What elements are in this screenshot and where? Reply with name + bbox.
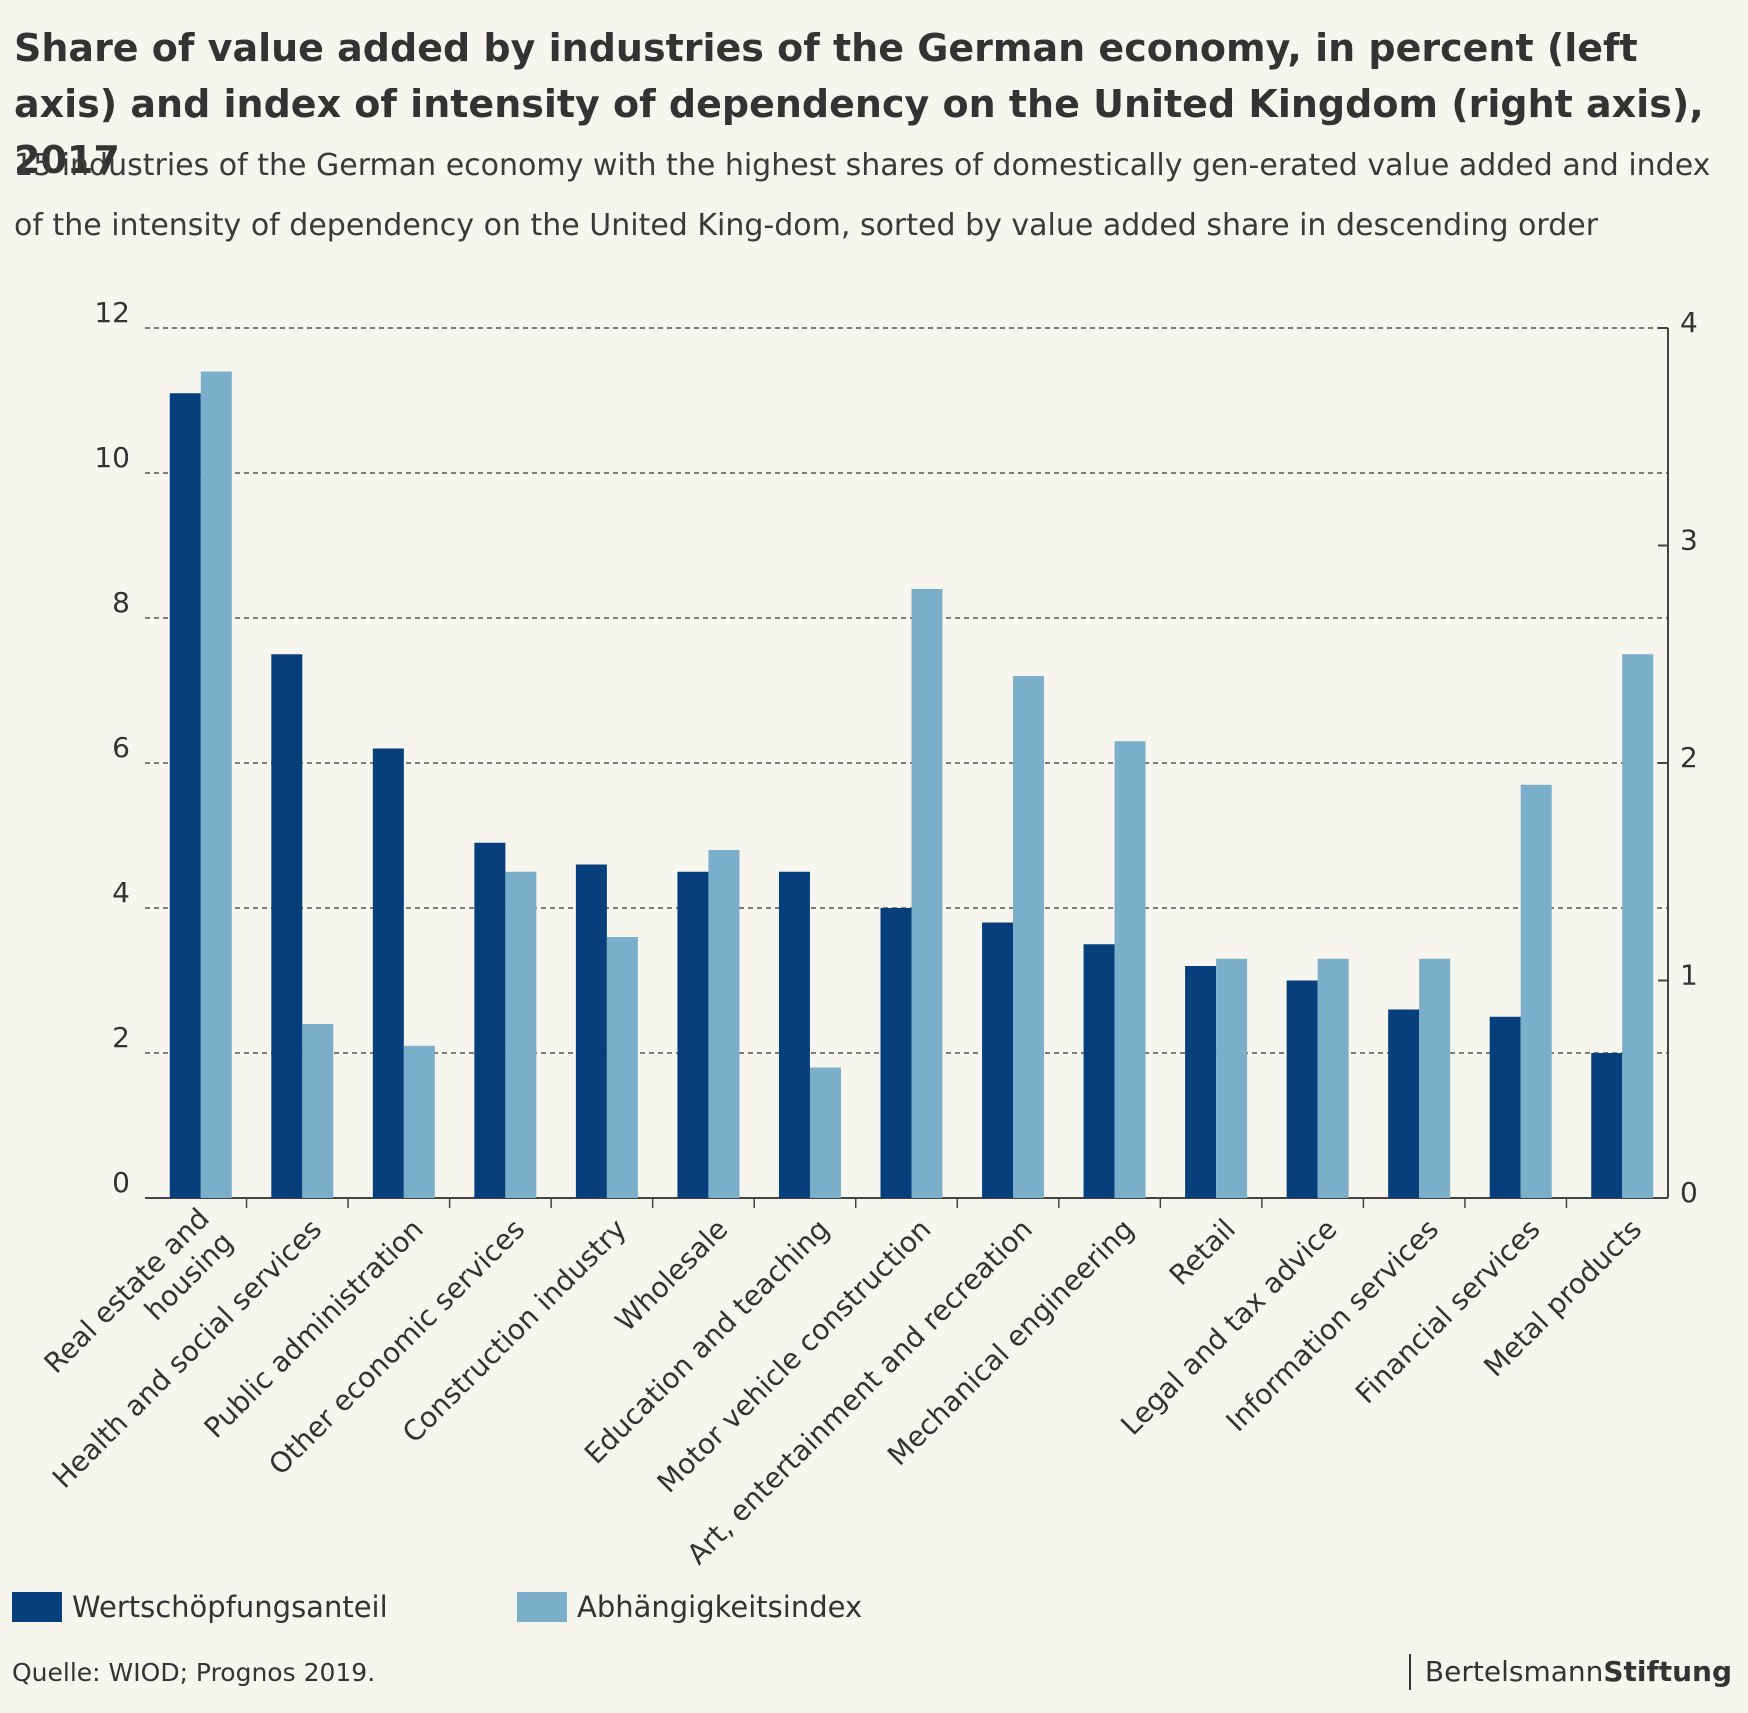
- bar-value-added: [1083, 944, 1115, 1198]
- bar-dependency-index: [403, 1045, 435, 1198]
- bar-value-added: [880, 908, 912, 1198]
- x-axis-category-label-line: Retail: [1163, 1213, 1242, 1292]
- left-axis-tick-label: 6: [112, 731, 130, 764]
- bar-dependency-index: [911, 589, 943, 1198]
- bertelsmann-logo: BertelsmannStiftung: [1408, 1654, 1732, 1690]
- bar-dependency-index: [200, 371, 232, 1198]
- left-axis-tick-label: 2: [112, 1021, 130, 1054]
- legend-item-dependency: Abhängigkeitsindex: [517, 1590, 862, 1624]
- bar-dependency-index: [302, 1024, 334, 1198]
- bar-value-added: [372, 748, 404, 1198]
- bar-value-added: [982, 922, 1014, 1198]
- right-axis-tick-label: 1: [1680, 959, 1698, 992]
- legend-label-value-added: Wertschöpfungsanteil: [72, 1590, 388, 1624]
- chart-title: Share of value added by industries of th…: [14, 26, 1704, 182]
- right-axis-tick-label: 4: [1680, 306, 1698, 339]
- legend-swatch-value-added: [12, 1592, 62, 1622]
- left-axis-tick-label: 0: [112, 1166, 130, 1199]
- bar-value-added: [1185, 966, 1217, 1198]
- logo-text-part1: Bertelsmann: [1424, 1655, 1604, 1688]
- legend-label-dependency: Abhängigkeitsindex: [577, 1590, 863, 1624]
- chart-subtitle: 15 industries of the German economy with…: [14, 148, 1711, 243]
- bar-value-added: [474, 842, 506, 1198]
- left-axis-tick-label: 12: [94, 296, 130, 329]
- source-note: Quelle: WIOD; Prognos 2019.: [12, 1658, 376, 1687]
- bar-dependency-index: [1520, 784, 1552, 1198]
- right-axis-tick-label: 0: [1680, 1176, 1698, 1209]
- bar-value-added: [271, 654, 303, 1198]
- x-axis-category-label: Retail: [1163, 1213, 1242, 1292]
- bar-value-added: [1286, 980, 1318, 1198]
- bar-dependency-index: [809, 1067, 841, 1198]
- bar-value-added: [778, 871, 810, 1198]
- bar-value-added: [677, 871, 709, 1198]
- bar-dependency-index: [1317, 958, 1349, 1198]
- legend-swatch-dependency: [517, 1592, 567, 1622]
- left-axis-tick-label: 10: [94, 441, 130, 474]
- bar-dependency-index: [1114, 741, 1146, 1198]
- bar-value-added: [575, 864, 607, 1198]
- legend-item-value-added: Wertschöpfungsanteil: [12, 1590, 388, 1624]
- x-axis-category-label: Financial services: [1349, 1213, 1547, 1411]
- left-axis-tick-label: 4: [112, 876, 130, 909]
- bar-value-added: [169, 393, 201, 1198]
- bar-value-added: [1388, 1009, 1420, 1198]
- right-axis-tick-label: 2: [1680, 741, 1698, 774]
- bar-dependency-index: [505, 871, 537, 1198]
- bar-dependency-index: [1419, 958, 1451, 1198]
- bar-dependency-index: [606, 937, 638, 1198]
- bar-dependency-index: [708, 850, 740, 1198]
- bar-dependency-index: [1622, 654, 1654, 1198]
- right-axis-tick-label: 3: [1680, 524, 1698, 557]
- x-axis-category-label: Real estate andhousing: [38, 1202, 240, 1404]
- left-axis-tick-label: 8: [112, 586, 130, 619]
- bar-value-added: [1591, 1053, 1623, 1198]
- bar-dependency-index: [1216, 958, 1248, 1198]
- logo-text-part2: Stiftung: [1603, 1655, 1732, 1688]
- x-axis-category-label-line: Financial services: [1349, 1213, 1547, 1411]
- bar-value-added: [1489, 1016, 1521, 1198]
- bar-dependency-index: [1013, 676, 1045, 1198]
